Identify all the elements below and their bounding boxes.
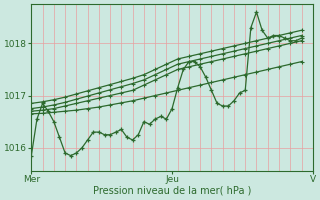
X-axis label: Pression niveau de la mer( hPa ): Pression niveau de la mer( hPa ): [93, 186, 251, 196]
